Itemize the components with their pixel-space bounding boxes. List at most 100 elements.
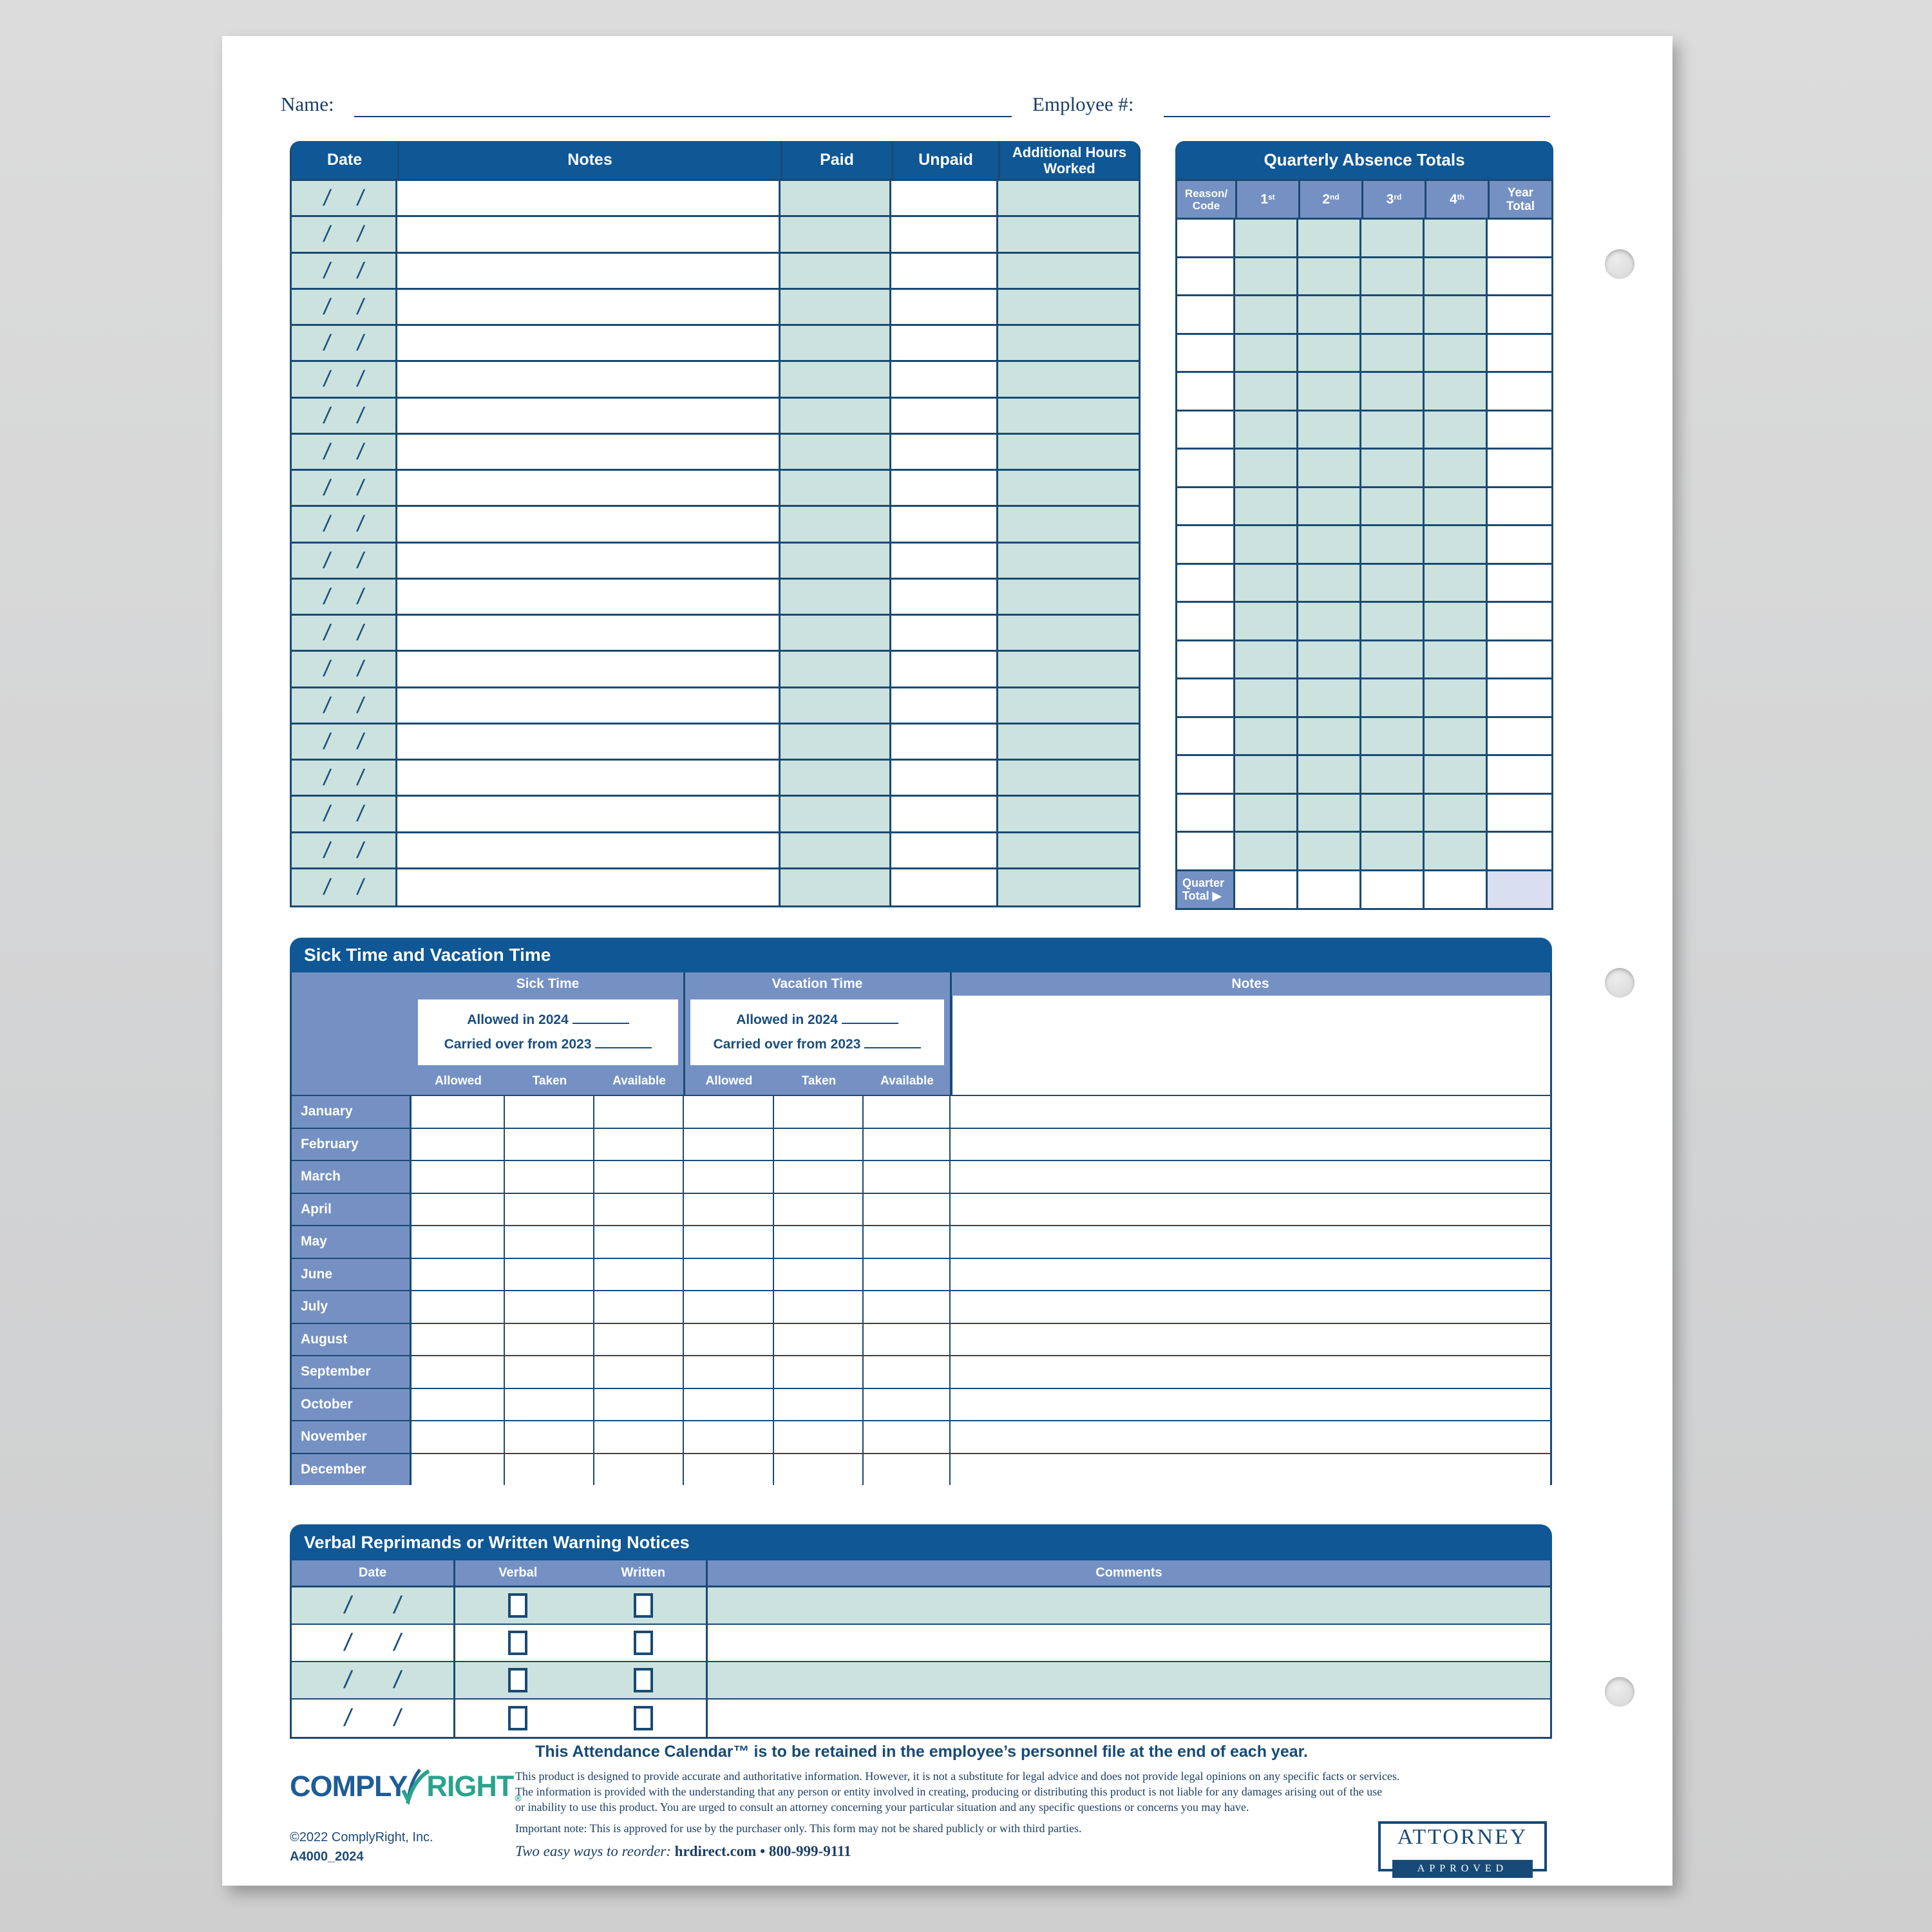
- reason-code-cell[interactable]: [1177, 564, 1235, 601]
- additional-hours-cell[interactable]: [998, 869, 1139, 905]
- date-cell[interactable]: / /: [292, 1662, 455, 1698]
- unpaid-cell[interactable]: [891, 869, 998, 905]
- date-cell[interactable]: / /: [292, 761, 397, 795]
- month-notes-cell[interactable]: [951, 1387, 1550, 1420]
- month-vacation-available-cell[interactable]: [864, 1290, 951, 1323]
- quarter-2-cell[interactable]: [1298, 641, 1361, 677]
- quarter-4-cell[interactable]: [1425, 220, 1488, 256]
- year-total-cell[interactable]: [1488, 450, 1551, 486]
- month-vacation-taken-cell[interactable]: [774, 1127, 864, 1160]
- reason-code-cell[interactable]: [1177, 641, 1235, 677]
- month-sick-available-cell[interactable]: [594, 1420, 684, 1453]
- month-sick-taken-cell[interactable]: [505, 1257, 594, 1290]
- month-sick-allowed-cell[interactable]: [412, 1095, 505, 1128]
- additional-hours-cell[interactable]: [998, 761, 1139, 795]
- month-vacation-taken-cell[interactable]: [774, 1452, 864, 1485]
- date-cell[interactable]: / /: [292, 1625, 455, 1661]
- year-total-cell[interactable]: [1488, 411, 1551, 448]
- quarter-3-cell[interactable]: [1361, 373, 1425, 410]
- year-total-cell[interactable]: [1488, 488, 1551, 524]
- month-sick-taken-cell[interactable]: [505, 1160, 594, 1193]
- notes-cell[interactable]: [397, 724, 781, 759]
- reason-code-cell[interactable]: [1177, 334, 1235, 371]
- date-cell[interactable]: / /: [292, 797, 397, 831]
- paid-cell[interactable]: [781, 869, 891, 905]
- year-total-cell[interactable]: [1488, 258, 1551, 294]
- year-total-cell[interactable]: [1488, 756, 1551, 793]
- paid-cell[interactable]: [781, 181, 891, 216]
- paid-cell[interactable]: [781, 688, 891, 723]
- year-total-cell[interactable]: [1488, 717, 1551, 754]
- paid-cell[interactable]: [781, 253, 891, 288]
- quarter-4-cell[interactable]: [1425, 679, 1488, 716]
- date-cell[interactable]: / /: [292, 869, 397, 905]
- unpaid-cell[interactable]: [891, 253, 998, 288]
- additional-hours-cell[interactable]: [998, 362, 1139, 397]
- month-notes-cell[interactable]: [951, 1160, 1550, 1193]
- quarter-2-cell[interactable]: [1298, 756, 1361, 793]
- paid-cell[interactable]: [781, 761, 891, 795]
- reason-code-cell[interactable]: [1177, 794, 1235, 831]
- month-sick-available-cell[interactable]: [594, 1127, 684, 1160]
- quarter-1-cell[interactable]: [1235, 679, 1298, 716]
- notes-cell[interactable]: [397, 181, 781, 216]
- notes-cell[interactable]: [397, 253, 781, 288]
- paid-cell[interactable]: [781, 217, 891, 252]
- unpaid-cell[interactable]: [891, 289, 998, 324]
- year-total-cell[interactable]: [1488, 220, 1551, 256]
- month-sick-available-cell[interactable]: [594, 1225, 684, 1258]
- notes-cell[interactable]: [397, 471, 781, 506]
- date-cell[interactable]: / /: [292, 688, 397, 723]
- month-sick-allowed-cell[interactable]: [412, 1290, 505, 1323]
- notes-cell[interactable]: [397, 797, 781, 831]
- quarter-3-cell[interactable]: [1361, 756, 1425, 793]
- month-vacation-allowed-cell[interactable]: [684, 1452, 774, 1485]
- year-total-cell[interactable]: [1488, 373, 1551, 410]
- paid-cell[interactable]: [781, 326, 891, 361]
- quarter-2-cell[interactable]: [1298, 258, 1361, 294]
- year-total-cell[interactable]: [1488, 833, 1551, 869]
- date-cell[interactable]: / /: [292, 1587, 455, 1624]
- reason-code-cell[interactable]: [1177, 411, 1235, 448]
- month-notes-cell[interactable]: [951, 1290, 1550, 1323]
- paid-cell[interactable]: [781, 797, 891, 831]
- reason-code-cell[interactable]: [1177, 526, 1235, 563]
- unpaid-cell[interactable]: [891, 543, 998, 578]
- unpaid-cell[interactable]: [891, 471, 998, 506]
- unpaid-cell[interactable]: [891, 688, 998, 723]
- name-input-line[interactable]: [354, 116, 1012, 117]
- date-cell[interactable]: / /: [292, 652, 397, 687]
- unpaid-cell[interactable]: [891, 833, 998, 867]
- quarter-3-cell[interactable]: [1361, 411, 1425, 448]
- quarter-2-cell[interactable]: [1298, 794, 1361, 831]
- unpaid-cell[interactable]: [891, 724, 998, 759]
- written-checkbox[interactable]: [633, 1668, 653, 1692]
- month-vacation-available-cell[interactable]: [864, 1452, 951, 1485]
- paid-cell[interactable]: [781, 543, 891, 578]
- month-vacation-available-cell[interactable]: [864, 1127, 951, 1160]
- unpaid-cell[interactable]: [891, 507, 998, 542]
- quarter-4-cell[interactable]: [1425, 450, 1488, 486]
- quarter-4-cell[interactable]: [1425, 411, 1488, 448]
- quarter-4-cell[interactable]: [1425, 717, 1488, 754]
- month-sick-available-cell[interactable]: [594, 1290, 684, 1323]
- reason-code-cell[interactable]: [1177, 603, 1235, 639]
- quarter-1-cell[interactable]: [1235, 833, 1298, 869]
- month-vacation-allowed-cell[interactable]: [684, 1192, 774, 1225]
- quarter-3-cell[interactable]: [1361, 258, 1425, 294]
- year-total-cell[interactable]: [1488, 296, 1551, 333]
- date-cell[interactable]: / /: [292, 616, 397, 650]
- month-vacation-available-cell[interactable]: [864, 1160, 951, 1193]
- month-vacation-allowed-cell[interactable]: [684, 1387, 774, 1420]
- paid-cell[interactable]: [781, 362, 891, 397]
- month-sick-available-cell[interactable]: [594, 1452, 684, 1485]
- month-sick-available-cell[interactable]: [594, 1257, 684, 1290]
- quarter-1-cell[interactable]: [1235, 334, 1298, 371]
- unpaid-cell[interactable]: [891, 652, 998, 687]
- notes-cell[interactable]: [397, 579, 781, 614]
- quarter-4-cell[interactable]: [1425, 526, 1488, 563]
- month-vacation-available-cell[interactable]: [864, 1387, 951, 1420]
- month-notes-cell[interactable]: [951, 1257, 1550, 1290]
- quarter-1-cell[interactable]: [1235, 756, 1298, 793]
- unpaid-cell[interactable]: [891, 579, 998, 614]
